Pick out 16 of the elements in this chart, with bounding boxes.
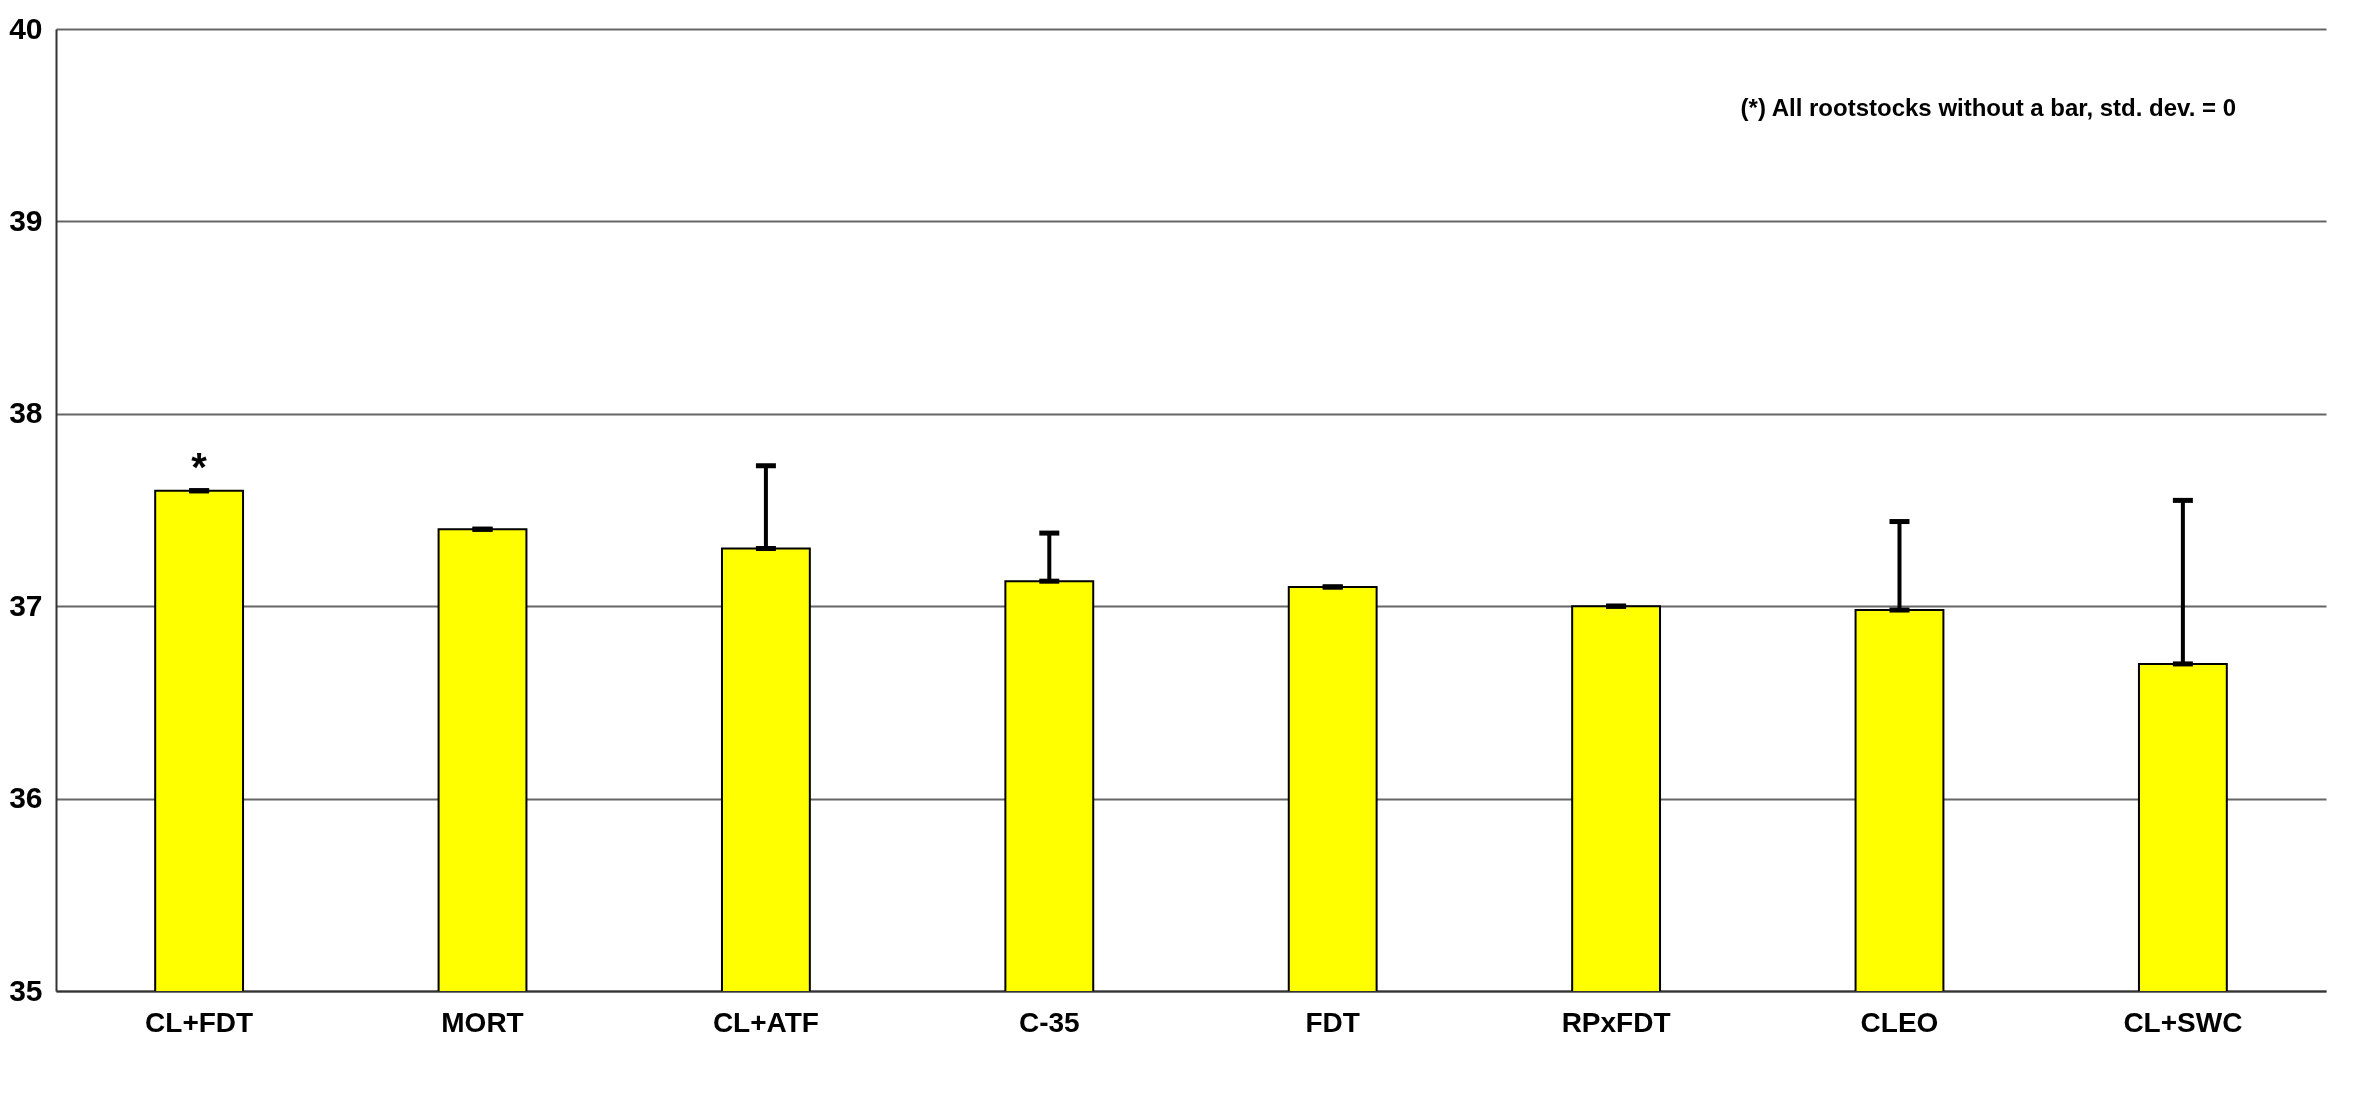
y-tick-label: 35 — [9, 973, 43, 1007]
y-tick-label: 38 — [9, 396, 43, 430]
x-tick-label: C-35 — [1018, 1006, 1080, 1038]
x-tick-label: RPxFDT — [1561, 1006, 1671, 1038]
annotation: (*) All rootstocks without a bar, std. dev. = 0 — [1740, 94, 2236, 121]
x-tick-label: MORT — [441, 1006, 524, 1038]
y-tick-label: 36 — [9, 781, 43, 815]
annotation: * — [191, 444, 208, 489]
y-tick-label: 39 — [9, 203, 43, 237]
x-tick-label: FDT — [1305, 1006, 1360, 1038]
x-tick-label: CL+FDT — [145, 1006, 254, 1038]
y-tick-label: 37 — [9, 588, 43, 622]
x-tick-label: CL+ATF — [712, 1006, 819, 1038]
x-tick-label: CL+SWC — [2123, 1006, 2243, 1038]
y-tick-label: 40 — [9, 11, 43, 45]
x-tick-label: CLEO — [1860, 1006, 1939, 1038]
